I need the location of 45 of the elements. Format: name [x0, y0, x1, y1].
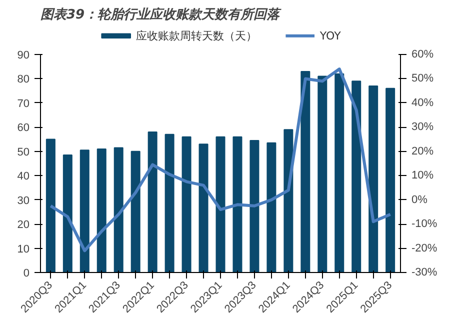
y2-tick-label: 50% [412, 72, 434, 85]
y-tick-label: 30 [17, 194, 30, 207]
legend-label: YOY [318, 29, 342, 42]
y2-tick-label: -30% [412, 266, 438, 278]
y-tick-label: 10 [17, 243, 30, 256]
bar [114, 147, 124, 272]
bar [352, 80, 362, 272]
y2-tick-label: 10% [412, 170, 434, 182]
bar [368, 85, 378, 272]
bar [62, 154, 72, 272]
y2-tick-label: 60% [412, 48, 434, 60]
y-tick-label: 70 [17, 98, 30, 110]
y-tick-label: 80 [17, 74, 30, 86]
line-series [49, 68, 392, 252]
bar [148, 132, 158, 272]
y2-tick-label: 40% [412, 96, 434, 109]
bar [266, 142, 276, 272]
bar [300, 70, 310, 272]
y2-tick-label: 0% [412, 194, 428, 206]
bar [96, 148, 106, 272]
y-tick-label: 60 [17, 122, 30, 134]
y-tick-label: 20 [17, 219, 30, 232]
bar [198, 144, 208, 272]
bar [334, 73, 344, 272]
y-tick-label: 40 [17, 170, 30, 183]
bar [216, 136, 226, 272]
y-tick-label: 90 [17, 50, 30, 62]
bar [46, 138, 56, 272]
chart-title: 图表39：轮胎行业应收账款天数有所回落 [40, 6, 282, 22]
bar [164, 134, 174, 272]
bar [386, 88, 396, 272]
bar [284, 129, 294, 272]
bar [182, 136, 192, 272]
bar [130, 150, 140, 272]
y-tick-label: 50 [17, 146, 30, 158]
y2-tick-label: -10% [412, 218, 438, 230]
bar [80, 150, 90, 272]
legend-label: 应收账款周转天数（天） [136, 29, 257, 42]
bar [250, 140, 260, 272]
y2-tick-label: 20% [412, 145, 434, 158]
y2-tick-label: 30% [412, 121, 434, 134]
bar [318, 76, 328, 272]
y-tick-label: 0 [23, 268, 30, 280]
y2-tick-label: -20% [412, 242, 438, 254]
bar [232, 136, 242, 272]
